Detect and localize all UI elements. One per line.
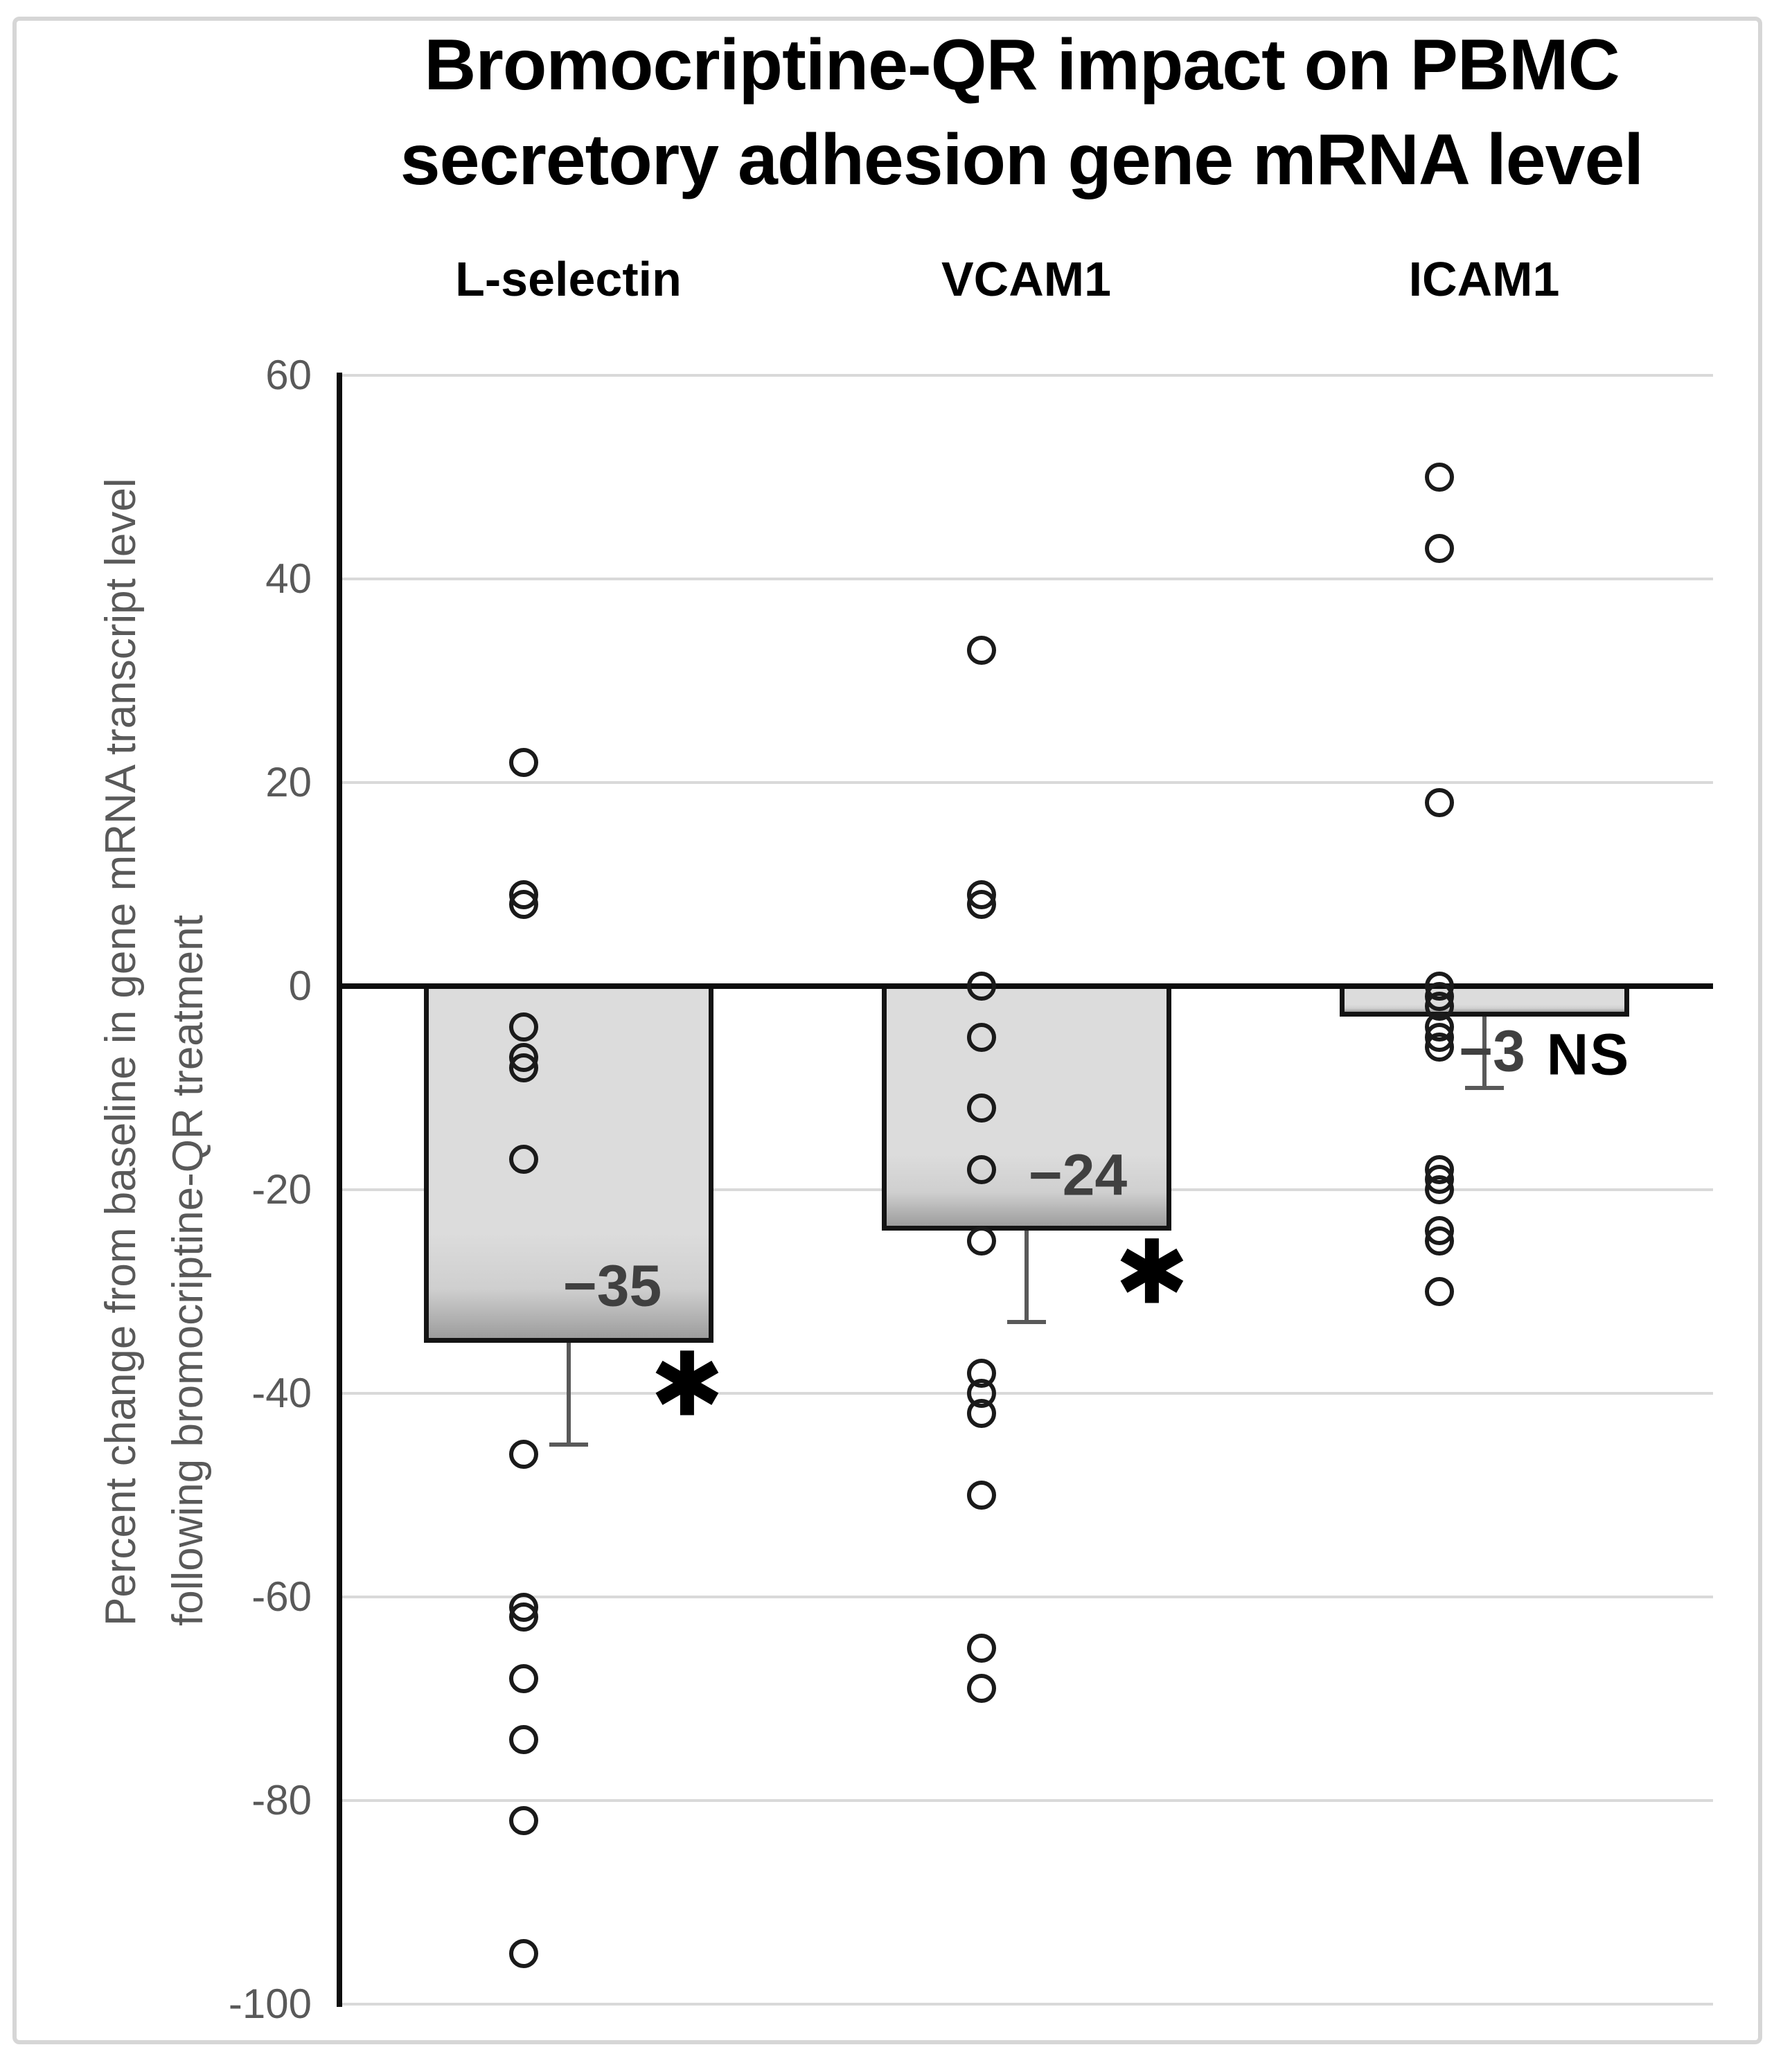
error-bar-cap-L-selectin	[549, 1442, 588, 1447]
bar-VCAM1	[881, 983, 1171, 1231]
data-point-VCAM1	[966, 1093, 996, 1123]
data-point-ICAM1	[1424, 1175, 1454, 1204]
y-tick-label-0: 0	[288, 963, 312, 1009]
gridline--80	[339, 1799, 1713, 1802]
gridline--60	[339, 1596, 1713, 1598]
data-point-ICAM1	[1424, 1226, 1454, 1256]
significance-asterisk-L-selectin: ✱	[650, 1333, 725, 1437]
data-point-L-selectin	[508, 1144, 538, 1174]
y-tick-label--80: -80	[251, 1777, 312, 1823]
gridline--40	[339, 1392, 1713, 1395]
error-bar-cap-VCAM1	[1006, 1320, 1046, 1325]
data-point-VCAM1	[966, 1226, 996, 1256]
data-point-VCAM1	[966, 972, 996, 1001]
data-point-L-selectin	[508, 1938, 538, 1968]
error-bar-line-VCAM1	[1024, 1230, 1029, 1323]
chart-title-line-2: secretory adhesion gene mRNA level	[400, 120, 1644, 200]
data-point-VCAM1	[966, 1633, 996, 1663]
chart-title-line-1: Bromocriptine-QR impact on PBMC	[424, 25, 1620, 105]
error-bar-line-L-selectin	[566, 1342, 571, 1445]
data-point-L-selectin	[508, 1663, 538, 1693]
data-point-VCAM1	[966, 1481, 996, 1510]
data-point-ICAM1	[1424, 1033, 1454, 1062]
y-axis-title-line-2: following bromocriptine-QR treatment	[164, 915, 212, 1626]
data-point-L-selectin	[508, 1053, 538, 1082]
data-point-ICAM1	[1424, 788, 1454, 818]
chart-title: Bromocriptine-QR impact on PBMC secretor…	[298, 18, 1746, 208]
significance-asterisk-VCAM1: ✱	[1115, 1221, 1189, 1325]
data-point-ICAM1	[1424, 1277, 1454, 1306]
data-point-ICAM1	[1424, 463, 1454, 492]
bar-value-label-L-selectin: −35	[562, 1253, 662, 1319]
data-point-L-selectin	[508, 1602, 538, 1632]
y-tick-label-60: 60	[265, 352, 312, 398]
category-label-ICAM1: ICAM1	[1408, 252, 1560, 306]
bar-value-label-VCAM1: −24	[1028, 1142, 1128, 1208]
y-tick-label-40: 40	[265, 555, 312, 602]
gridline-40	[339, 578, 1713, 580]
data-point-VCAM1	[966, 1022, 996, 1052]
y-tick-label--20: -20	[251, 1166, 312, 1213]
data-point-L-selectin	[508, 1012, 538, 1042]
bar-value-label-ICAM1: −3	[1459, 1018, 1525, 1084]
data-point-VCAM1	[966, 1674, 996, 1704]
data-point-L-selectin	[508, 1440, 538, 1470]
data-point-ICAM1	[1424, 533, 1454, 563]
y-tick-label-20: 20	[265, 759, 312, 805]
data-point-L-selectin	[508, 747, 538, 777]
category-label-L-selectin: L-selectin	[455, 252, 682, 306]
data-point-VCAM1	[966, 635, 996, 665]
y-tick-label--100: -100	[228, 1981, 312, 2027]
x-axis-zero-line	[339, 983, 1713, 989]
gridline-60	[339, 374, 1713, 377]
data-point-L-selectin	[508, 890, 538, 920]
error-bar-line-ICAM1	[1482, 1017, 1487, 1088]
bar-L-selectin	[423, 983, 713, 1343]
y-axis-line	[337, 373, 342, 2007]
category-label-VCAM1: VCAM1	[941, 252, 1112, 306]
data-point-VCAM1	[966, 890, 996, 920]
y-tick-label--60: -60	[251, 1573, 312, 1620]
data-point-VCAM1	[966, 1399, 996, 1429]
y-axis-title-line-1: Percent change from baseline in gene mRN…	[97, 478, 145, 1626]
significance-ns-ICAM1: NS	[1546, 1021, 1631, 1087]
gridline-20	[339, 781, 1713, 784]
y-axis-title: Percent change from baseline in gene mRN…	[87, 478, 222, 1626]
y-tick-label--40: -40	[251, 1370, 312, 1416]
error-bar-cap-ICAM1	[1464, 1086, 1504, 1090]
data-point-VCAM1	[966, 1154, 996, 1184]
data-point-L-selectin	[508, 1806, 538, 1836]
gridline--100	[339, 2003, 1713, 2006]
data-point-L-selectin	[508, 1724, 538, 1754]
